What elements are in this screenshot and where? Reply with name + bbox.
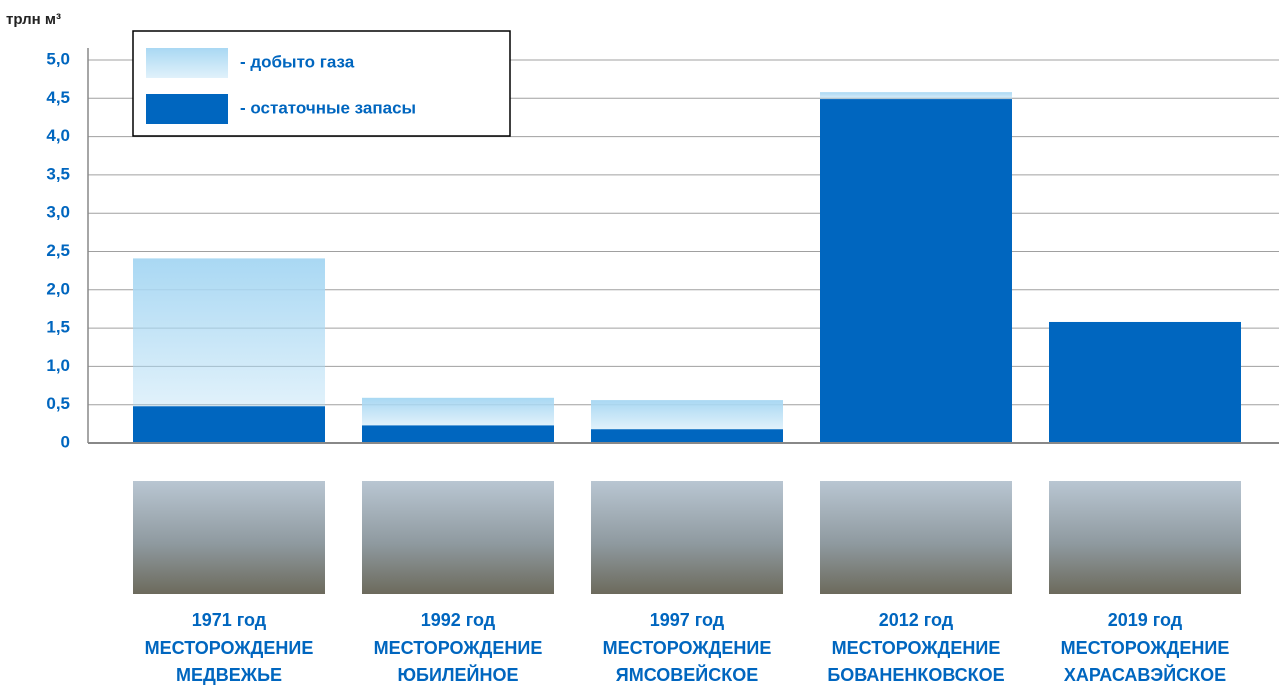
legend-label: - добыто газа — [240, 52, 355, 71]
legend-label: - остаточные запасы — [240, 98, 416, 117]
category-field: МЕСТОРОЖДЕНИЕ — [603, 638, 772, 658]
bar-segment — [1049, 322, 1241, 443]
site-photo — [1049, 481, 1241, 594]
bar-segment — [820, 99, 1012, 443]
category-field: МЕСТОРОЖДЕНИЕ — [145, 638, 314, 658]
category-label: 1971 год — [192, 610, 267, 630]
chart: трлн м³ 0 0,5 1,0 1,5 2,0 2,5 3,0 3,5 4,0 4,5 5,0 1… — [0, 0, 1279, 688]
bar-segment — [591, 400, 783, 429]
bar-segment — [133, 406, 325, 443]
y-tick-label: 4,5 — [46, 88, 70, 107]
y-tick-label: 1,0 — [46, 356, 70, 375]
legend-swatch — [146, 94, 228, 124]
bar-segment — [591, 429, 783, 443]
y-tick-label: 2,5 — [46, 241, 70, 260]
category-field: МЕСТОРОЖДЕНИЕ — [1061, 638, 1230, 658]
bar-segment — [362, 398, 554, 426]
category-field: ЮБИЛЕЙНОЕ — [397, 664, 518, 685]
category-label: 1992 год — [421, 610, 496, 630]
category-field: БОВАНЕНКОВСКОЕ — [827, 665, 1004, 685]
category-field: МЕСТОРОЖДЕНИЕ — [832, 638, 1001, 658]
y-tick-label: 0 — [61, 432, 70, 451]
y-tick-label: 5,0 — [46, 49, 70, 68]
category-field: МЕСТОРОЖДЕНИЕ — [374, 638, 543, 658]
category-field: ЯМСОВЕЙСКОЕ — [616, 664, 758, 685]
legend-swatch — [146, 48, 228, 78]
y-tick-label: 2,0 — [46, 279, 70, 298]
page: {"chart_data": {"type": "stacked-bar", "… — [0, 0, 1279, 688]
category-label: 2019 год — [1108, 610, 1183, 630]
bar-segment — [133, 258, 325, 406]
site-photo — [362, 481, 554, 594]
bar-segment — [820, 92, 1012, 99]
y-tick-label: 0,5 — [46, 394, 70, 413]
bar-segment — [362, 425, 554, 443]
category-field: МЕДВЕЖЬЕ — [176, 665, 282, 685]
y-tick-label: 4,0 — [46, 126, 70, 145]
y-tick-label: 3,0 — [46, 203, 70, 222]
y-tick-label: 1,5 — [46, 318, 70, 337]
site-photo — [591, 481, 783, 594]
y-tick-label: 3,5 — [46, 164, 70, 183]
site-photo — [133, 481, 325, 594]
y-axis-label: трлн м³ — [6, 11, 61, 28]
category-field: ХАРАСАВЭЙСКОЕ — [1064, 664, 1226, 685]
category-label: 2012 год — [879, 610, 954, 630]
category-label: 1997 год — [650, 610, 725, 630]
site-photo — [820, 481, 1012, 594]
